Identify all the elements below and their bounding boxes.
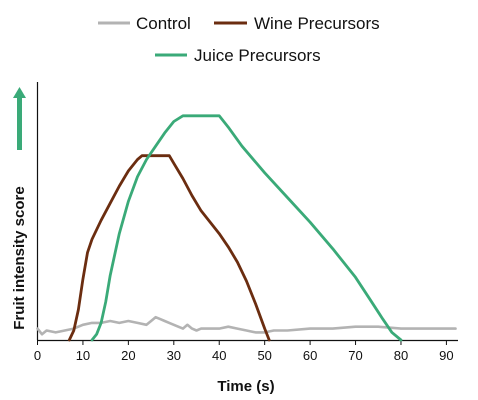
x-tick-label: 80 [394,348,408,363]
x-tick-label: 90 [439,348,453,363]
x-tick-label: 10 [76,348,90,363]
series-line-control [36,315,457,336]
legend: Control Wine Precursors Juice Precursors [98,14,380,65]
plot-area [36,114,457,342]
x-tick-label: 30 [167,348,181,363]
x-tick-label: 0 [34,348,41,363]
y-axis-label: Fruit intensity score [11,186,28,329]
legend-item-juice-precursors: Juice Precursors [155,46,321,65]
y-axis-arrow [13,87,26,150]
y-arrow-shaft [17,98,22,150]
series-line-wine-precursors [67,154,271,342]
legend-item-wine-precursors: Wine Precursors [214,14,380,33]
legend-item-control: Control [98,14,191,33]
legend-label-juice-precursors: Juice Precursors [194,46,321,65]
x-tick-label: 20 [121,348,135,363]
legend-label-control: Control [136,14,191,33]
x-axis-ticks: 0 10 20 30 40 50 60 70 80 90 [34,340,454,363]
y-arrow-head [13,87,26,98]
series-line-juice-precursors [90,114,403,342]
x-tick-label: 70 [348,348,362,363]
x-tick-label: 40 [212,348,226,363]
x-axis-label: Time (s) [217,378,274,395]
x-tick-label: 60 [303,348,317,363]
x-tick-label: 50 [257,348,271,363]
legend-label-wine-precursors: Wine Precursors [254,14,380,33]
